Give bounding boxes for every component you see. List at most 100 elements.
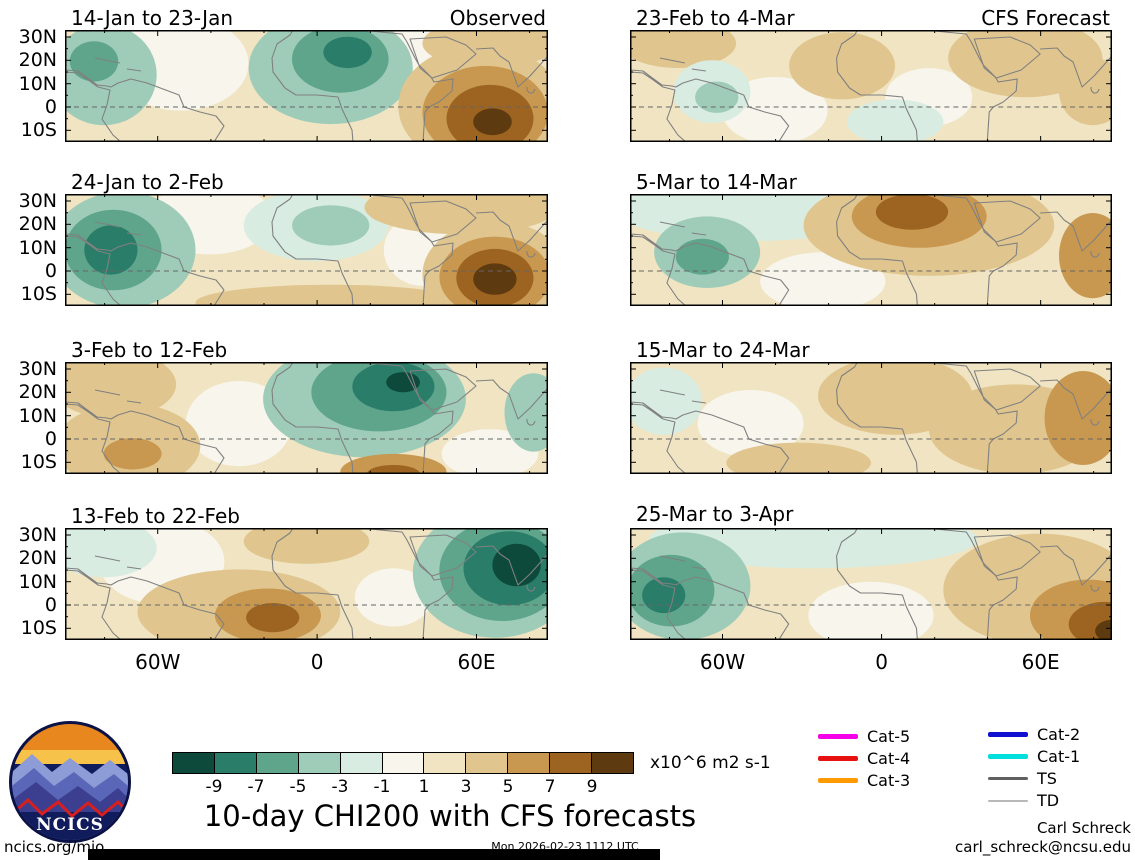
author-name: Carl Schreck (1036, 819, 1131, 837)
legend-label: Cat-5 (867, 727, 911, 746)
colorbar-cell (550, 753, 593, 773)
bottom-bar (88, 849, 660, 860)
map-observed-2 (65, 194, 548, 306)
map-canvas (65, 362, 548, 474)
y-axis-tick-label: 20N (18, 547, 57, 570)
y-axis-tick-label: 30N (18, 26, 57, 48)
map-forecast-2 (630, 194, 1112, 306)
legend-row: Cat-5 (818, 727, 911, 746)
panel-title-row: 15-Mar to 24-Mar (630, 338, 1112, 362)
colorbar-cell (382, 753, 425, 773)
colorbar (172, 752, 634, 774)
legend-line-cat-2 (988, 732, 1028, 737)
map-canvas (630, 528, 1112, 640)
panel-date-range: 24-Jan to 2-Feb (71, 170, 224, 194)
y-axis-tick-label: 10N (18, 570, 57, 593)
y-axis-tick-label: 0 (44, 428, 57, 450)
colorbar-cell (424, 753, 467, 773)
y-axis-tick-label: 30N (18, 524, 57, 546)
colorbar-tick-label: 1 (418, 777, 430, 797)
observed-label: Observed (449, 6, 546, 30)
y-axis-tick-label: 10S (20, 283, 57, 306)
ncics-logo: NCICS (9, 721, 131, 843)
legend-label: TS (1037, 769, 1057, 788)
website-link[interactable]: ncics.org/mjo (4, 838, 105, 856)
colorbar-cell (256, 753, 299, 773)
map-observed-1 (65, 30, 548, 142)
x-axis-tick-label: 60E (1021, 650, 1060, 674)
panel-title-row: 14-Jan to 23-Jan Observed (65, 6, 548, 30)
panel-title-row: 25-Mar to 3-Apr (630, 502, 1112, 526)
logo-sun-band (12, 750, 128, 764)
map-forecast-3 (630, 362, 1112, 474)
legend-row: TD (988, 793, 1080, 809)
map-observed-4 (65, 528, 548, 640)
author-email[interactable]: carl_schreck@ncsu.edu (955, 838, 1131, 856)
y-axis-tick-label: 0 (44, 594, 57, 616)
colorbar-tick-label: 5 (502, 777, 514, 797)
colorbar-tick-label: 9 (586, 777, 598, 797)
y-axis-tick-label: 20N (18, 213, 57, 236)
colorbar-cell (214, 753, 257, 773)
y-axis-tick-label: 10N (18, 236, 57, 259)
forecast-label: CFS Forecast (981, 6, 1110, 30)
legend-row: Cat-4 (818, 749, 911, 768)
map-canvas (630, 194, 1112, 306)
x-axis-tick-label: 60W (135, 650, 181, 674)
legend-column-2: Cat-2 Cat-1 TS TD (988, 725, 1081, 809)
legend-row: TS (988, 769, 1080, 788)
y-axis-tick-label: 20N (18, 49, 57, 72)
y-axis-tick-label: 0 (44, 96, 57, 118)
y-axis-tick-label: 30N (18, 190, 57, 212)
legend-line-cat-3 (818, 778, 858, 783)
map-canvas (630, 30, 1112, 142)
legend-row: Cat-2 (988, 725, 1081, 744)
map-canvas (630, 362, 1112, 474)
legend-line-cat-4 (818, 756, 858, 761)
colorbar-cell (592, 753, 633, 773)
legend-row: Cat-1 (988, 749, 1080, 765)
legend-label: Cat-4 (867, 749, 911, 768)
credit-block: Carl Schreck carl_schreck@ncsu.edu (955, 819, 1131, 857)
map-forecast-4 (630, 528, 1112, 640)
panel-date-range: 5-Mar to 14-Mar (636, 170, 797, 194)
legend-line-cat-1 (988, 754, 1028, 759)
colorbar-cell (298, 753, 341, 773)
y-axis-tick-label: 20N (18, 381, 57, 404)
panel-title-row: 13-Feb to 22-Feb (65, 504, 548, 528)
colorbar-tick-label: 3 (460, 777, 472, 797)
legend-line-cat-5 (818, 734, 858, 739)
colorbar-tick-label: -9 (205, 777, 223, 797)
map-observed-3 (65, 362, 548, 474)
legend-label: Cat-3 (867, 771, 911, 790)
logo-red-line (12, 797, 128, 819)
y-axis-tick-label: 0 (44, 260, 57, 282)
units-label: x10^6 m2 s-1 (650, 753, 771, 773)
legend-label: Cat-2 (1037, 725, 1081, 744)
logo-text: NCICS (36, 815, 104, 835)
legend-row: Cat-3 (818, 771, 911, 790)
y-axis-tick-label: 10S (20, 119, 57, 142)
y-axis-tick-label: 10S (20, 451, 57, 474)
figure-title: 10-day CHI200 with CFS forecasts (203, 799, 697, 833)
y-axis-tick-label: 10N (18, 72, 57, 95)
legend-line-ts (988, 777, 1028, 780)
colorbar-tick-label: -1 (373, 777, 391, 797)
x-axis-tick-label: 60W (699, 650, 746, 674)
colorbar-tick-label: 7 (544, 777, 556, 797)
panel-date-range: 15-Mar to 24-Mar (636, 338, 810, 362)
panel-title-row: 3-Feb to 12-Feb (65, 338, 548, 362)
panel-date-range: 23-Feb to 4-Mar (636, 6, 795, 30)
panel-date-range: 13-Feb to 22-Feb (71, 504, 240, 528)
colorbar-tick-label: -3 (331, 777, 349, 797)
map-canvas (65, 528, 548, 640)
colorbar-cell (173, 753, 215, 773)
map-canvas (65, 30, 548, 142)
map-forecast-1 (630, 30, 1112, 142)
panel-date-range: 14-Jan to 23-Jan (71, 6, 234, 30)
x-axis-tick-label: 0 (310, 650, 324, 674)
panel-title-row: 24-Jan to 2-Feb (65, 170, 548, 194)
legend-column-1: Cat-5 Cat-4 Cat-3 (818, 727, 911, 790)
panel-title-row: 23-Feb to 4-Mar CFS Forecast (630, 6, 1112, 30)
